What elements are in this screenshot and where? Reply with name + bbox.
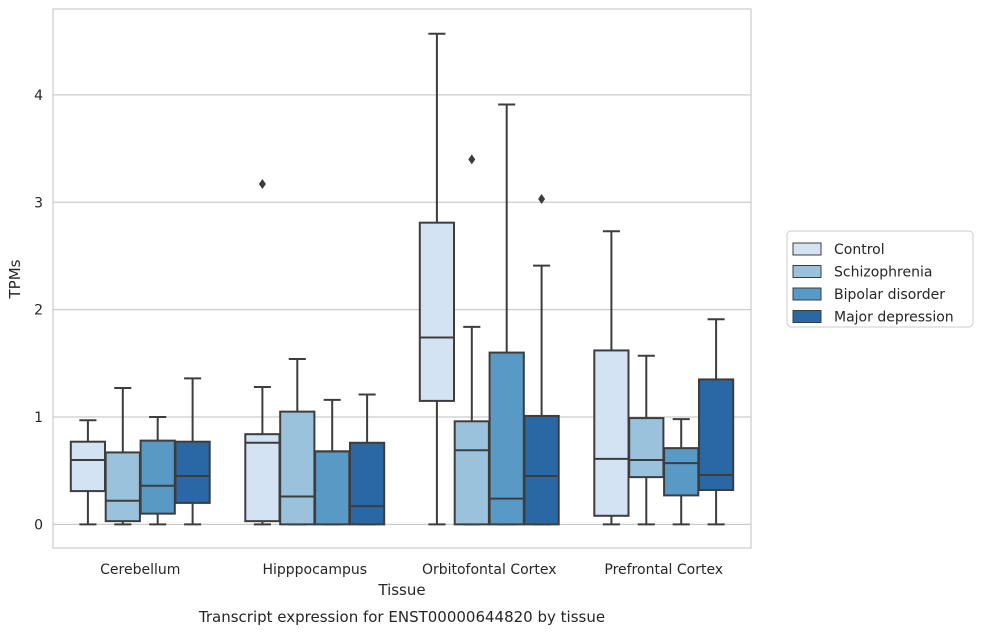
x-tick-label: Prefrontal Cortex — [604, 562, 723, 578]
legend-item: Major depression — [792, 310, 954, 326]
box-iqr — [139, 439, 176, 515]
legend-label: Schizophrenia — [834, 265, 932, 281]
box-iqr — [628, 417, 665, 479]
outlier-point — [538, 194, 546, 205]
legend-swatch — [792, 287, 822, 301]
box-iqr — [593, 349, 630, 517]
y-tick-label: 4 — [34, 88, 43, 104]
legend-swatch — [792, 310, 822, 323]
box-bipolar-disorder — [139, 416, 176, 526]
legend-label: Major depression — [834, 310, 954, 326]
y-axis-label: TPMs — [6, 259, 24, 299]
x-tick-label: Hipppocampus — [262, 562, 367, 578]
x-tick-label: Orbitofontal Cortex — [422, 562, 557, 578]
legend-item: Control — [792, 242, 885, 258]
legend-label: Bipolar disorder — [834, 287, 945, 303]
y-tick-label: 3 — [34, 195, 43, 211]
box-iqr — [418, 221, 456, 402]
legend-frame — [786, 230, 974, 328]
x-tick-label: Cerebellum — [100, 562, 180, 578]
y-tick-label: 1 — [34, 410, 43, 426]
legend-item: Schizophrenia — [792, 265, 932, 281]
box-schizophrenia — [104, 387, 141, 526]
box-bipolar-disorder — [314, 398, 351, 526]
box-major-depression — [348, 393, 386, 526]
box-iqr — [314, 450, 351, 526]
box-iqr — [488, 351, 525, 526]
box-control — [244, 179, 281, 526]
y-tick-label: 2 — [34, 303, 43, 319]
box-iqr — [348, 441, 386, 526]
outlier-point — [258, 179, 266, 190]
outlier-point — [468, 154, 476, 165]
box-series — [69, 32, 735, 526]
box-major-depression — [697, 318, 735, 526]
box-schizophrenia — [453, 154, 490, 526]
y-tick-label: 0 — [34, 517, 43, 533]
box-major-depression — [174, 377, 211, 526]
box-bipolar-disorder — [488, 103, 525, 526]
box-control — [69, 419, 107, 526]
box-iqr — [244, 433, 281, 523]
box-iqr — [663, 447, 700, 497]
plot-frame — [52, 8, 752, 549]
chart-caption: Transcript expression for ENST0000064482… — [198, 608, 605, 626]
box-iqr — [279, 410, 316, 526]
box-major-depression — [523, 194, 560, 526]
box-iqr — [523, 414, 560, 526]
legend-label: Control — [834, 242, 885, 258]
box-iqr — [104, 451, 141, 523]
legend-swatch — [792, 242, 822, 256]
box-control — [418, 32, 456, 526]
legend-item: Bipolar disorder — [792, 287, 945, 303]
box-bipolar-disorder — [663, 418, 700, 526]
box-iqr — [697, 378, 735, 492]
box-control — [593, 230, 630, 526]
x-axis-label: Tissue — [377, 581, 425, 599]
gridlines — [53, 94, 751, 525]
legend: Control Schizophrenia Bipolar disorder Majo… — [786, 230, 974, 328]
box-iqr — [453, 420, 490, 526]
legend-swatch — [792, 265, 822, 278]
y-axis-ticks: 0 1 2 3 4 — [34, 88, 43, 533]
x-axis-ticks: Cerebellum Hipppocampus Orbitofontal Corte… — [100, 562, 723, 578]
box-schizophrenia — [279, 358, 316, 526]
box-iqr — [174, 440, 211, 504]
box-schizophrenia — [628, 354, 665, 526]
box-iqr — [69, 440, 107, 493]
